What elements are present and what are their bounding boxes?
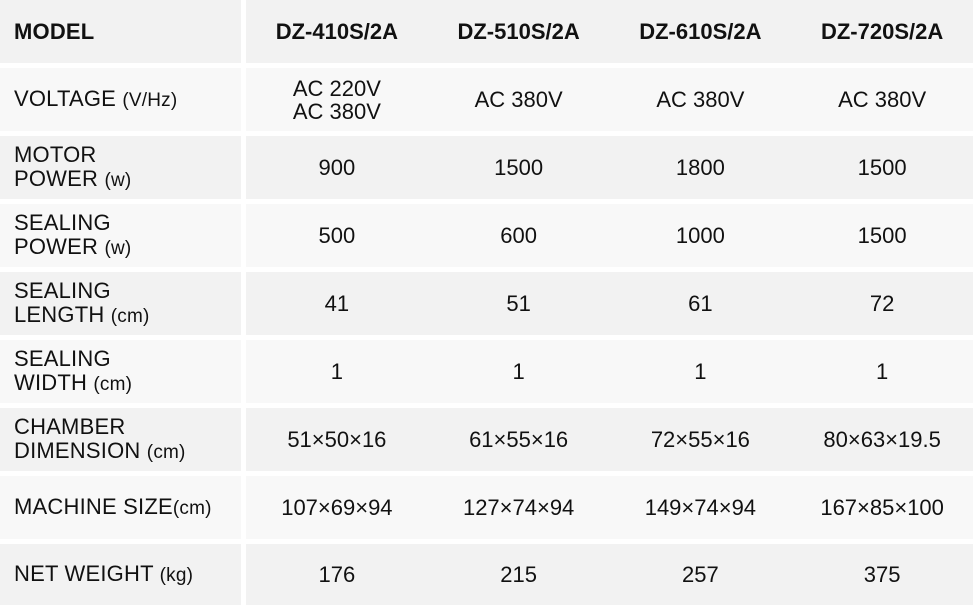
table-cell: 61 [688, 291, 713, 316]
row-label-text: CHAMBER DIMENSION [14, 413, 141, 463]
table-row: VOLTAGE (V/Hz) AC 220V AC 380V AC 380V AC 3… [0, 68, 973, 131]
table-row: NET WEIGHT (kg) 176 215 257 375 [0, 544, 973, 605]
table-cell: 1 [694, 359, 707, 384]
table-row: SEALING POWER (w) 500 600 1000 1500 [0, 204, 973, 267]
row-unit: (cm) [172, 497, 212, 519]
table-cell: 51 [506, 291, 531, 316]
table-cell: 61×55×16 [469, 427, 569, 452]
model-header: DZ-720S/2A [820, 19, 944, 44]
table-cell: 149×74×94 [644, 495, 757, 520]
table-cell: 1500 [857, 155, 907, 180]
table-cell: 600 [500, 223, 537, 248]
table-cell: AC 380V [838, 87, 927, 112]
row-unit: (w) [104, 169, 132, 191]
row-label: SEALING POWER (w) [0, 204, 241, 267]
row-unit: (kg) [159, 564, 194, 586]
table-cell: 1 [330, 359, 343, 384]
table-row: MOTOR POWER (w) 900 1500 1800 1500 [0, 136, 973, 199]
row-label-text: SEALING LENGTH [14, 277, 111, 327]
row-unit: (V/Hz) [122, 89, 178, 111]
table-cell: 127×74×94 [462, 495, 575, 520]
row-label-text: VOLTAGE [14, 85, 117, 111]
table-row: SEALING WIDTH (cm) 1 1 1 1 [0, 340, 973, 403]
table-cell: 80×63×19.5 [823, 427, 941, 452]
table-cell: 72×55×16 [650, 427, 750, 452]
table-cell: 72 [869, 291, 895, 316]
row-label: SEALING LENGTH (cm) [0, 272, 241, 335]
row-label: MOTOR POWER (w) [0, 136, 241, 199]
table-cell: 1000 [675, 223, 725, 248]
model-header: DZ-510S/2A [457, 19, 580, 44]
table-cell: 167×85×100 [820, 495, 944, 520]
table-cell: 1 [512, 359, 525, 384]
table-cell: 900 [318, 155, 356, 180]
row-label: VOLTAGE (V/Hz) [0, 68, 241, 131]
row-label-text: MACHINE SIZE [14, 493, 173, 519]
row-label: NET WEIGHT (kg) [0, 544, 241, 605]
table-cell: 51×50×16 [287, 427, 387, 452]
table-row: CHAMBER DIMENSION (cm) 51×50×16 61×55×16 72… [0, 408, 973, 471]
table-cell: 41 [324, 291, 350, 316]
table-cell: 1500 [857, 223, 907, 248]
table-cell: 1800 [675, 155, 725, 180]
row-label: CHAMBER DIMENSION (cm) [0, 408, 241, 471]
row-unit: (cm) [146, 441, 186, 463]
table-cell: 1 [876, 359, 889, 384]
header-label: MODEL [0, 0, 241, 63]
table-cell: 215 [500, 562, 537, 587]
row-unit: (w) [104, 237, 132, 259]
table-cell: AC 380V [474, 87, 563, 112]
table-cell: 500 [318, 223, 356, 248]
table-cell: 107×69×94 [281, 495, 393, 520]
table-row: MACHINE SIZE(cm) 107×69×94 127×74×94 149×74… [0, 476, 973, 539]
row-label-text: SEALING POWER [14, 209, 111, 259]
table-cell: 176 [318, 562, 356, 587]
row-label: MACHINE SIZE(cm) [0, 476, 241, 539]
table-cell: 257 [682, 562, 719, 587]
row-label-text: MOTOR POWER [14, 141, 99, 191]
table-row: SEALING LENGTH (cm) 41 51 61 72 [0, 272, 973, 335]
row-unit: (cm) [93, 373, 133, 395]
row-label-text: NET WEIGHT [14, 560, 154, 586]
table-cell: AC 380V [656, 87, 745, 112]
row-label-text: SEALING WIDTH [14, 345, 111, 395]
table-cell: AC 220V AC 380V [292, 75, 381, 124]
model-header: DZ-410S/2A [275, 19, 399, 44]
model-header: DZ-610S/2A [639, 19, 762, 44]
row-unit: (cm) [110, 305, 150, 327]
table-header-row: MODEL DZ-410S/2A DZ-510S/2A DZ-610S/2A D… [0, 0, 973, 63]
table-cell: 1500 [494, 155, 544, 180]
row-label: SEALING WIDTH (cm) [0, 340, 241, 403]
table-cell: 375 [863, 562, 901, 587]
